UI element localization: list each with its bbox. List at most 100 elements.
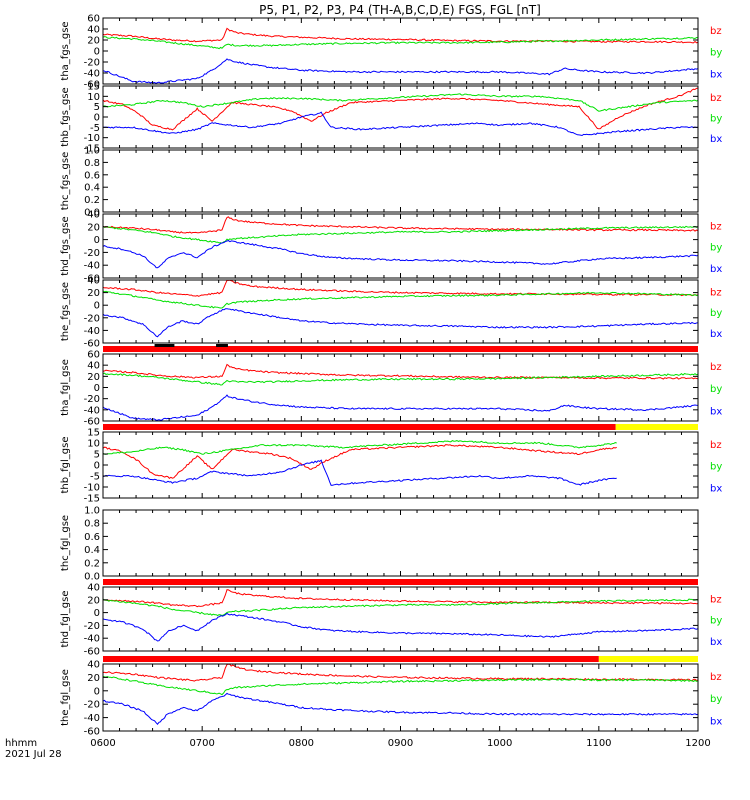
y-axis-label: the_fgl_gse [60, 669, 71, 726]
y-tick-label: -40 [84, 261, 100, 272]
status-bar-tha_fgl [103, 344, 698, 352]
panel-frame [102, 353, 699, 422]
x-tick-label: 0800 [289, 738, 314, 749]
series-by [103, 93, 698, 112]
panel-frame [102, 85, 699, 149]
y-tick-label: 15 [87, 82, 100, 93]
series-by [103, 675, 698, 696]
legend-bx: bx [710, 483, 722, 494]
legend-by: by [710, 384, 722, 395]
status-segment-yellow [598, 656, 698, 662]
legend-by: by [710, 48, 722, 59]
series-by [103, 36, 698, 50]
legend-bz: bz [710, 26, 722, 37]
y-tick-label: 0.8 [84, 519, 100, 530]
y-tick-label: 0 [94, 113, 100, 124]
panel-frame [102, 213, 699, 279]
legend-bz: bz [710, 287, 722, 298]
series-bx [103, 692, 698, 725]
series-bz [103, 589, 698, 608]
legend-by: by [710, 462, 722, 473]
chart-title: P5, P1, P2, P3, P4 (TH-A,B,C,D,E) FGS, F… [259, 3, 541, 17]
y-tick-label: -20 [84, 248, 100, 259]
y-tick-label: 0.2 [84, 558, 100, 569]
series-by [103, 598, 698, 617]
series-bz [103, 280, 698, 297]
y-tick-label: -60 [84, 274, 100, 285]
legend-bz: bz [710, 440, 722, 451]
x-tick-label: 1100 [586, 738, 611, 749]
legend-bz: bz [710, 362, 722, 373]
legend-bx: bx [710, 264, 722, 275]
y-tick-label: 10 [87, 92, 100, 103]
y-tick-label: 15 [87, 428, 100, 439]
status-segment-red [103, 579, 698, 585]
y-tick-label: 0.0 [84, 572, 100, 583]
series-group [103, 589, 698, 642]
y-tick-label: 1.0 [84, 146, 100, 157]
x-tick-label: 1000 [487, 738, 512, 749]
panel-frame [102, 663, 699, 732]
series-bz [103, 87, 698, 131]
y-tick-label: 40 [87, 25, 100, 36]
y-tick-label: -60 [84, 339, 100, 350]
y-tick-label: 20 [87, 595, 100, 606]
y-tick-label: -5 [90, 472, 100, 483]
y-axis-label: thc_fgs_gse [60, 152, 71, 211]
date-label: 2021 Jul 28 [5, 749, 62, 760]
y-tick-label: -15 [84, 494, 100, 505]
panel-frame [102, 509, 699, 577]
y-tick-label: 60 [87, 14, 100, 25]
y-tick-label: 40 [87, 660, 100, 671]
y-tick-label: 20 [87, 288, 100, 299]
panel-frame [102, 431, 699, 499]
y-tick-label: -10 [84, 133, 100, 144]
legend-bx: bx [710, 329, 722, 340]
y-axis-label: thd_fgs_gse [60, 216, 71, 275]
series-by [103, 225, 698, 244]
series-bx [103, 308, 698, 338]
legend-bx: bx [710, 637, 722, 648]
status-mark [216, 344, 228, 347]
legend-bz: bz [710, 595, 722, 606]
y-axis-label: thb_fgl_gse [60, 437, 71, 494]
panel-frame [102, 17, 699, 85]
series-bz [103, 27, 698, 44]
time-format-label: hhmm [5, 738, 37, 749]
y-tick-label: -40 [84, 405, 100, 416]
series-by [103, 372, 698, 386]
y-axis-label: tha_fgl_gse [60, 359, 71, 416]
series-by [103, 290, 698, 309]
y-tick-label: 20 [87, 372, 100, 383]
y-tick-label: 10 [87, 439, 100, 450]
series-group [103, 363, 698, 421]
y-axis-label: the_fgs_gse [60, 282, 71, 341]
y-tick-label: 20 [87, 673, 100, 684]
status-bar-thb_fgl [103, 424, 698, 430]
series-by [103, 440, 617, 455]
y-tick-label: 40 [87, 276, 100, 287]
legend-bx: bx [710, 134, 722, 145]
y-axis-label: thd_fgl_gse [60, 591, 71, 648]
status-bars [103, 344, 698, 662]
legend-bx: bx [710, 406, 722, 417]
y-axis-label: thb_fgs_gse [60, 87, 71, 146]
y-tick-label: 0 [94, 47, 100, 58]
x-tick-label: 0600 [90, 738, 115, 749]
legend-by: by [710, 308, 722, 319]
y-tick-label: 20 [87, 222, 100, 233]
y-tick-label: 0.4 [84, 183, 100, 194]
y-tick-label: -20 [84, 700, 100, 711]
y-tick-label: 0.4 [84, 545, 100, 556]
y-tick-label: 0 [94, 235, 100, 246]
legend-bz: bz [710, 93, 722, 104]
panel-frame [102, 279, 699, 344]
y-tick-label: 0 [94, 686, 100, 697]
legend-by: by [710, 694, 722, 705]
